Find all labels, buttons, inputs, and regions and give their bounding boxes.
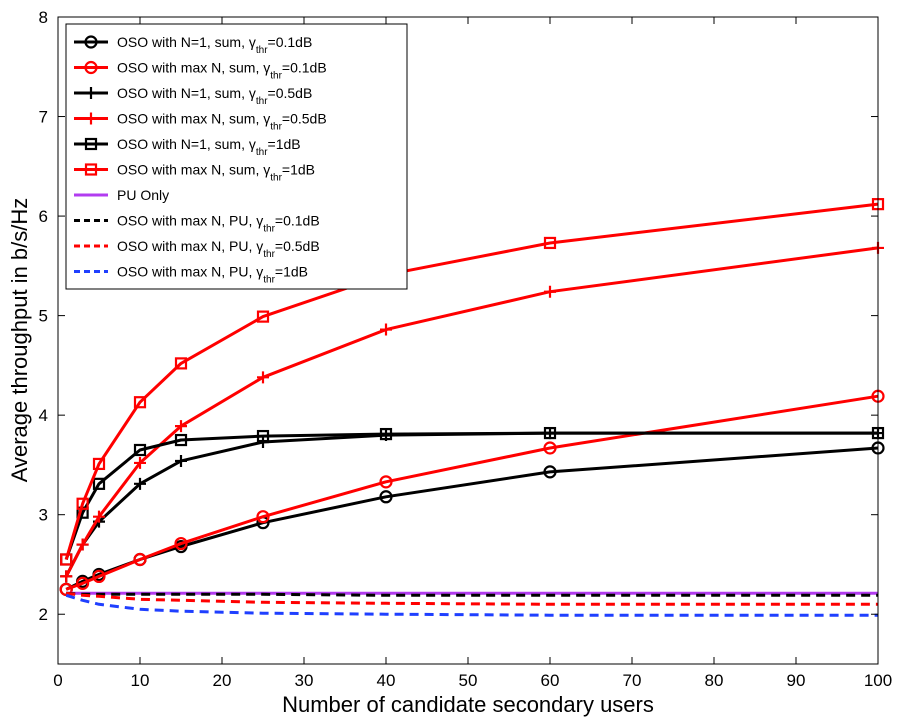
series-6 [60,198,885,566]
legend-entry-1: OSO with N=1, sum, γthr=0.1dB [74,34,312,56]
x-tick-label: 20 [213,671,232,690]
data-point-2-5 [174,536,188,551]
series-4 [60,241,884,583]
legend: OSO with N=1, sum, γthr=0.1dB OSO with ma… [65,23,408,290]
data-point-3-5 [175,454,187,467]
series-line-9 [66,591,878,606]
legend-entry-2: OSO with max N, sum, γthr=0.1dB [74,60,327,82]
x-tick-label: 90 [787,671,806,690]
data-point-2-2 [75,576,90,590]
y-tick-label: 2 [39,605,48,624]
data-point-3-4 [134,477,146,490]
legend-marker-3 [85,87,97,99]
legend-label-5: OSO with N=1, sum, γthr=1dB [117,136,301,158]
data-point-5-3 [92,477,106,490]
data-point-6-2 [76,497,89,510]
legend-label-3: OSO with N=1, sum, γthr=0.5dB [117,85,312,107]
data-point-4-2 [76,538,89,551]
data-point-6-5 [174,357,188,370]
data-point-2-1 [59,582,73,596]
legend-label-7: PU Only [117,187,169,203]
data-point-4-5 [175,420,187,433]
data-point-2-8 [543,441,557,455]
x-tick-label: 50 [459,671,478,690]
data-point-6-8 [543,236,557,250]
x-tick-label: 0 [53,671,62,690]
data-point-6-3 [92,457,106,471]
series-line-10 [65,593,878,617]
axes-layer: 0 10 20 30 40 50 60 70 80 90 100 2 3 4 5 6 7 8 [39,8,893,690]
legend-entry-8: OSO with max N, PU, γthr=0.1dB [74,213,320,235]
legend-label-8: OSO with max N, PU, γthr=0.1dB [117,213,320,235]
y-tick-label: 8 [39,8,48,27]
data-point-2-3 [92,569,106,584]
legend-marker-2 [84,60,98,75]
data-point-4-3 [93,510,105,523]
y-axis-title: Average throughput in b/s/Hz [7,198,32,483]
data-point-5-5 [174,433,188,447]
x-tick-label: 30 [295,671,314,690]
x-tick-label: 10 [131,671,150,690]
y-tick-label: 4 [39,406,48,425]
x-tick-label: 80 [705,671,724,690]
data-point-6-4 [133,396,147,409]
legend-box [65,23,408,290]
x-axis-title: Number of candidate secondary users [282,692,654,717]
data-point-1-8 [543,465,557,479]
data-point-4-4 [134,456,146,469]
data-point-4-1 [60,570,73,583]
legend-label-2: OSO with max N, sum, γthr=0.1dB [117,60,327,82]
legend-marker-6 [84,163,98,176]
data-point-2-6 [256,510,270,524]
legend-entry-4: OSO with max N, sum, γthr=0.5dB [74,111,327,133]
x-tick-label: 40 [377,671,396,690]
legend-label-9: OSO with max N, PU, γthr=0.5dB [117,238,320,260]
legend-label-1: OSO with N=1, sum, γthr=0.1dB [117,34,312,56]
data-point-2-4 [133,552,147,567]
legend-entry-10: OSO with max N, PU, γthr=1dB [74,264,308,286]
data-point-5-4 [133,443,147,457]
legend-marker-5 [84,137,98,151]
legend-label-10: OSO with max N, PU, γthr=1dB [117,264,308,286]
series-10 [65,593,878,617]
legend-label-6: OSO with max N, sum, γthr=1dB [117,162,315,184]
data-point-5-7 [379,427,393,441]
x-tick-label: 70 [623,671,642,690]
series-line-6 [64,202,879,560]
y-tick-label: 7 [39,108,48,127]
data-point-4-8 [544,285,556,298]
legend-entry-3: OSO with N=1, sum, γthr=0.5dB [74,85,312,107]
data-point-5-6 [256,429,270,443]
series-9 [66,591,878,606]
data-point-4-7 [380,323,392,336]
legend-entry-9: OSO with max N, PU, γthr=0.5dB [74,238,320,260]
data-point-6-6 [256,310,270,323]
legend-label-4: OSO with max N, sum, γthr=0.5dB [117,111,327,133]
x-tick-label: 100 [864,671,892,690]
legend-entry-7: PU Only [74,187,169,203]
series-layer [59,198,885,617]
legend-entry-5: OSO with N=1, sum, γthr=1dB [74,136,301,158]
data-point-6-1 [60,553,73,566]
data-point-2-7 [379,475,393,489]
data-point-4-6 [257,371,269,384]
y-tick-label: 3 [39,506,48,525]
legend-entry-6: OSO with max N, sum, γthr=1dB [74,162,315,184]
data-point-1-7 [379,490,393,504]
legend-marker-1 [84,35,98,49]
legend-marker-4 [85,112,97,125]
y-tick-label: 6 [39,207,48,226]
y-tick-label: 5 [39,307,48,326]
x-tick-label: 60 [541,671,560,690]
data-point-5-8 [543,426,557,440]
